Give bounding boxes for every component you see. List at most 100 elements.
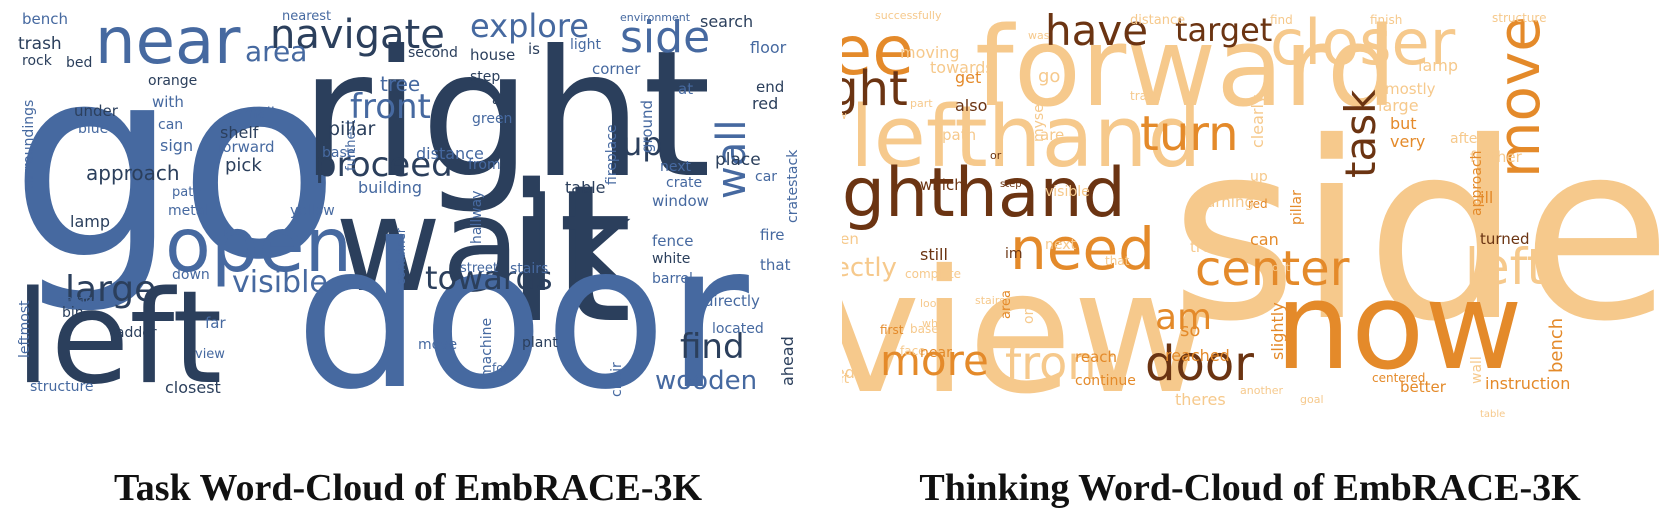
thinking-word-can: can <box>1250 230 1279 249</box>
task-word-cratestack: cratestack <box>785 149 801 223</box>
task-word-orange: orange <box>148 73 198 89</box>
thinking-word-further: further <box>1470 148 1522 166</box>
task-word-view: view <box>195 347 225 362</box>
task-word-plant: plant <box>522 335 558 351</box>
task-word-move: move <box>418 337 458 353</box>
task-word-floor: floor <box>750 38 787 57</box>
thinking-word-theres: theres <box>1175 390 1226 409</box>
task-word-surroundings: surroundings <box>21 99 37 191</box>
thinking-word-slightly: slightly <box>1268 302 1287 360</box>
task-word-towards: towards <box>425 259 553 297</box>
thinking-word-wall: wall <box>1469 356 1485 384</box>
thinking-word-path: path <box>942 126 977 144</box>
task-word-right: right <box>300 14 712 217</box>
task-word-search: search <box>700 12 754 31</box>
thinking-word-now: now <box>1275 258 1523 397</box>
thinking-word-next: next <box>1045 237 1077 253</box>
thinking-word-bench: bench <box>1546 317 1567 373</box>
thinking-word-successfully: successfully <box>875 9 942 22</box>
thinking-word-at: at <box>842 371 850 387</box>
thinking-word-door: door <box>1145 336 1254 392</box>
thinking-word-are: are <box>1040 126 1065 144</box>
task-word-house: house <box>470 46 516 64</box>
thinking-word-but: but <box>1390 114 1417 133</box>
task-word-garage: garage <box>58 293 101 307</box>
task-word-under: under <box>74 102 118 120</box>
task-word-from: from <box>468 157 501 173</box>
thinking-word-base: base <box>910 322 939 336</box>
thinking-word-turning: turning <box>1200 193 1254 211</box>
thinking-word-very: very <box>1390 132 1426 151</box>
task-word-proceed: proceed <box>315 145 453 185</box>
task-word-that: that <box>760 256 791 274</box>
thinking-word-right: right <box>842 61 908 117</box>
task-word-left: left <box>15 264 223 413</box>
thinking-word-reached: reached <box>1165 346 1230 365</box>
thinking-word-table: table <box>1480 409 1506 420</box>
thinking-word-front: front <box>1005 336 1115 390</box>
thinking-word-white: white <box>922 317 953 330</box>
thinking-word-so: so <box>1180 320 1201 341</box>
task-word-is: is <box>528 40 540 58</box>
thinking-word-large: large <box>1378 96 1419 115</box>
thinking-word-wooden: wooden <box>842 230 859 248</box>
task-word-structure: structure <box>30 379 94 395</box>
task-word-fireplace: fireplace <box>604 124 620 185</box>
thinking-word-visible: visible <box>1045 184 1090 200</box>
task-word-place: place <box>715 150 761 170</box>
thinking-word-face: face <box>900 344 926 358</box>
task-word-crate: crate <box>666 175 703 191</box>
task-word-trash: trash <box>18 34 62 54</box>
thinking-word-closer: closer <box>1270 6 1456 79</box>
task-word-base: base <box>322 145 356 161</box>
task-word-street: street <box>460 261 499 276</box>
task-word-table: table <box>565 178 606 197</box>
task-word-up: up <box>622 125 663 163</box>
thinking-word-turned: turned <box>1480 230 1530 248</box>
thinking-word-left: left <box>1465 238 1546 296</box>
thinking-word-see: see <box>842 12 915 91</box>
thinking-word-im: im <box>1005 246 1023 262</box>
thinking-word-mostly: mostly <box>1385 80 1436 98</box>
thinking-word-more: more <box>880 336 989 385</box>
thinking-word-towards: towards <box>930 58 994 77</box>
task-word-cloud: go right walk it door left near open navigate exp… <box>0 0 826 420</box>
task-word-red: red <box>752 94 779 113</box>
thinking-word-trash: trash <box>1130 89 1161 103</box>
task-word-environment: environment <box>620 11 691 24</box>
thinking-word-still: still <box>920 245 948 264</box>
thinking-word-first: first <box>880 323 904 337</box>
task-word-approach: approach <box>86 161 180 185</box>
task-word-large: large <box>65 269 157 310</box>
thinking-word-complete: complete <box>905 267 962 281</box>
task-word-fence: fence <box>652 232 694 250</box>
task-word-next: next <box>660 159 692 175</box>
task-word-bench: bench <box>22 10 69 28</box>
thinking-word-turn: turn <box>1140 106 1239 162</box>
thinking-word-goal: goal <box>1300 393 1324 406</box>
task-word-fire: fire <box>760 226 785 244</box>
thinking-word-up: up <box>1250 169 1268 185</box>
task-word-a: a <box>492 93 500 108</box>
task-word-sign: sign <box>160 136 194 155</box>
task-word-explore: explore <box>470 7 589 45</box>
thinking-word-moved: moved <box>842 363 855 382</box>
thinking-word-target: target <box>1175 11 1273 49</box>
thinking-word-directly: directly <box>842 253 897 283</box>
task-word-door: door <box>295 201 749 420</box>
task-word-bed: bed <box>66 55 93 71</box>
thinking-word-continue: continue <box>1075 373 1136 389</box>
thinking-word-another: another <box>1240 384 1284 397</box>
task-word-tree: tree <box>380 72 421 96</box>
task-word-rock: rock <box>22 53 52 69</box>
task-word-blue: blue <box>78 121 109 137</box>
thinking-word-look: look <box>920 297 943 310</box>
task-word-lamp: lamp <box>70 212 110 231</box>
thinking-word-go: go <box>1038 66 1061 87</box>
thinking-word-centered: centered <box>1372 371 1426 385</box>
thinking-word-or: or <box>990 149 1002 162</box>
task-word-leftmost: leftmost <box>17 300 33 358</box>
thinking-word-forward: forward <box>975 3 1397 131</box>
